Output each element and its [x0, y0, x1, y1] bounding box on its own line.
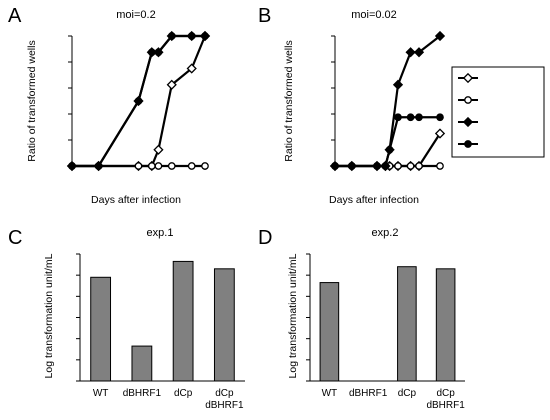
- panel-d-category-label-line: dBHRF1: [349, 388, 388, 399]
- panel-c-category-label: dBHRF1: [123, 388, 162, 399]
- panel-letter-c: C: [8, 227, 22, 249]
- panel-b-point-dbhrf1: [394, 162, 402, 170]
- legend-marker-dcp-icon: [462, 116, 474, 128]
- panel-c-category-label-line: dCp: [174, 388, 193, 399]
- panel-c-bar-chart: C exp.1 Log transformation unit/mL WT dBH…: [8, 227, 245, 411]
- panel-c-bar-dbhrf1: [131, 345, 153, 382]
- panel-b-series-dcpdbhrf1: [331, 113, 444, 170]
- panel-letter-a: A: [8, 5, 22, 27]
- legend-entry-wt: [458, 72, 478, 84]
- panel-d-category-label: dCp dBHRF1: [426, 388, 465, 411]
- panel-a-point-dbhrf1: [134, 162, 143, 170]
- legend: [451, 66, 545, 158]
- panel-b-point-dcp: [413, 47, 425, 58]
- panel-b-point-dcpdbhrf1: [331, 162, 339, 170]
- panel-b-point-dcpdbhrf1: [406, 113, 415, 122]
- panel-b-point-dbhrf1: [406, 162, 415, 170]
- panel-d-category-label-line: dBHRF1: [426, 400, 465, 411]
- panel-a-point-dcpdbhrf1: [134, 97, 143, 105]
- panel-d-bar-dcp: [397, 266, 417, 382]
- panel-a-line-chart: A moi=0.2 Days after infection Ratio of …: [8, 5, 211, 206]
- panel-a-point-dbhrf1: [201, 162, 209, 170]
- panel-b-point-dcpdbhrf1: [394, 113, 402, 122]
- panel-d-bar-chart: D exp.2 Log transformation unit/mL WT dBH…: [258, 227, 465, 411]
- panel-d-category-label: dCp: [398, 388, 417, 399]
- panel-a-point-dcpdbhrf1: [147, 48, 156, 57]
- panel-letter-b: B: [258, 5, 271, 27]
- panel-d-category-label-line: WT: [322, 388, 338, 399]
- panel-b-point-dbhrf1: [415, 162, 423, 170]
- panel-a-point-dbhrf1: [147, 162, 156, 170]
- panel-d-title: exp.2: [372, 227, 399, 239]
- panel-a-point-dbhrf1: [187, 162, 196, 170]
- panel-a-point-dcpdbhrf1: [187, 32, 196, 40]
- panel-d-category-label: WT: [322, 388, 338, 399]
- panel-d-bar-dcp-dbhrf1: [435, 268, 456, 382]
- panel-d-category-label: dBHRF1: [349, 388, 388, 399]
- panel-c-bar-dcp-dbhrf1: [213, 268, 235, 382]
- panel-a-x-axis-label: Days after infection: [91, 194, 181, 206]
- panel-b-point-dcpdbhrf1: [373, 162, 381, 170]
- panel-c-title: exp.1: [147, 227, 174, 239]
- legend-entry-dbhrf1: [458, 96, 478, 104]
- legend-marker-dcpdbhrf1-icon: [464, 140, 472, 148]
- panel-c-bar-dcp: [172, 260, 194, 382]
- panel-a-series: [66, 30, 211, 172]
- panel-d-bars: [319, 266, 456, 382]
- panel-b-point-dcpdbhrf1: [381, 162, 390, 170]
- panel-b-point-dcpdbhrf1: [415, 113, 423, 122]
- panel-c-category-label-line: dBHRF1: [205, 400, 244, 411]
- legend-entry-dcp: [458, 116, 478, 128]
- panel-d-y-axis-label: Log transformation unit/mL: [287, 253, 299, 378]
- panel-c-bar-wt: [90, 276, 112, 382]
- panel-a-point-dcpdbhrf1: [201, 32, 209, 40]
- panel-b-line-dcp: [335, 35, 441, 168]
- panel-b-point-dcp: [434, 30, 446, 42]
- panel-a-title: moi=0.2: [116, 9, 155, 21]
- panel-a-point-dcpdbhrf1: [154, 48, 163, 57]
- panel-c-category-label: WT: [93, 388, 109, 399]
- panel-c-y-axis-label: Log transformation unit/mL: [43, 253, 55, 378]
- panel-b-point-dbhrf1: [436, 162, 444, 170]
- panel-c-axes: WT dBHRF1 dCp dCp dBHRF1: [76, 253, 245, 411]
- panel-b-y-axis-label: Ratio of transformed wells: [283, 40, 295, 161]
- panel-b-point-dcp: [405, 47, 416, 58]
- panel-b-title: moi=0.02: [351, 9, 397, 21]
- legend-marker-wt-icon: [462, 72, 474, 84]
- panel-a-point-dcpdbhrf1: [68, 162, 76, 170]
- panel-a-point-wt: [153, 144, 164, 155]
- panel-letter-d: D: [258, 227, 272, 249]
- panel-a-series-dcpdbhrf1: [68, 32, 209, 170]
- panel-d-category-label-line: dCp: [436, 388, 455, 399]
- panel-a-point-wt: [186, 63, 197, 74]
- panel-a-point-dcpdbhrf1: [167, 32, 176, 40]
- panel-b-point-dcpdbhrf1: [436, 113, 444, 122]
- panel-b-point-wt: [434, 128, 446, 139]
- legend-entry-dcpdbhrf1: [458, 140, 478, 148]
- panel-a-point-dbhrf1: [167, 162, 176, 170]
- panel-b-series: [329, 30, 446, 172]
- panel-c-category-label-line: dCp: [215, 388, 234, 399]
- panel-c-category-label: dCp: [174, 388, 193, 399]
- panel-b-x-axis-label: Days after infection: [329, 194, 419, 206]
- panel-b-line-chart: B moi=0.02 Days after infection Ratio of…: [258, 5, 446, 206]
- panel-b-point-dcpdbhrf1: [385, 145, 394, 154]
- panel-a-point-dbhrf1: [154, 162, 163, 170]
- panel-d-category-label-line: dCp: [398, 388, 417, 399]
- panel-c-category-label: dCp dBHRF1: [205, 388, 244, 411]
- panel-c-category-label-line: WT: [93, 388, 109, 399]
- panel-a-point-dcpdbhrf1: [94, 162, 103, 170]
- legend-marker-dbhrf1-icon: [464, 96, 472, 104]
- panel-a-y-axis-label: Ratio of transformed wells: [26, 40, 38, 161]
- legend-items: [458, 72, 478, 148]
- panel-d-bar-wt: [319, 282, 340, 382]
- panel-c-bars: [90, 260, 235, 382]
- panel-b-point-dcp: [392, 79, 404, 90]
- panel-b-point-dcpdbhrf1: [347, 162, 356, 170]
- panel-c-category-label-line: dBHRF1: [123, 388, 162, 399]
- panel-a-point-wt: [166, 79, 177, 90]
